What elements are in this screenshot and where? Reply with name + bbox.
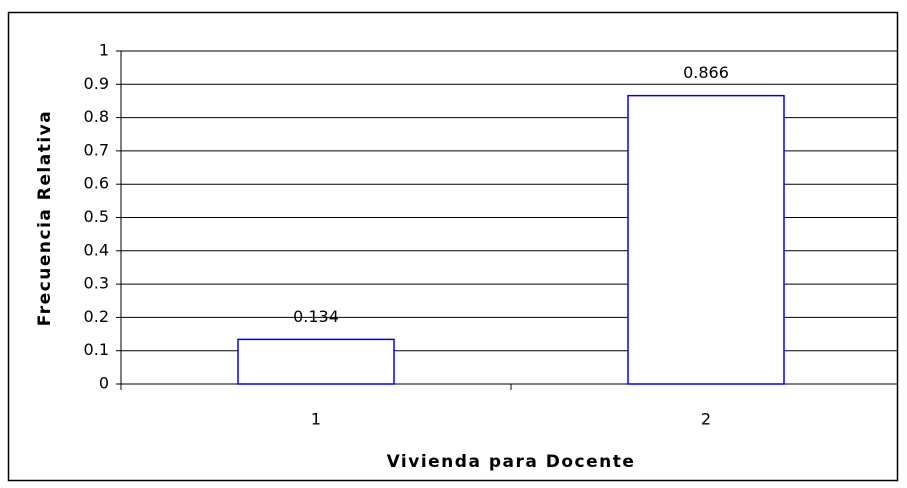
y-tick-label: 0.1 [84, 340, 109, 359]
y-tick-label: 0.6 [84, 174, 109, 193]
y-tick-label: 0 [99, 374, 109, 393]
y-tick-label: 0.8 [84, 107, 109, 126]
bar [627, 94, 785, 385]
y-tick-label: 1 [99, 41, 109, 60]
x-axis-title: Vivienda para Docente [387, 452, 636, 472]
y-tick-label: 0.3 [84, 274, 109, 293]
y-tick-label: 0.5 [84, 207, 109, 226]
y-tick-label: 0.2 [84, 307, 109, 326]
y-tick-label: 0.9 [84, 74, 109, 93]
y-axis-title: Frecuencia Relativa [35, 110, 55, 326]
bar [237, 338, 395, 385]
x-tick-label: 2 [701, 410, 711, 429]
data-label: 0.134 [293, 307, 339, 326]
y-tick-label: 0.4 [84, 240, 109, 259]
x-tick-label: 1 [311, 410, 321, 429]
y-tick-label: 0.7 [84, 140, 109, 159]
data-label: 0.866 [683, 63, 729, 82]
